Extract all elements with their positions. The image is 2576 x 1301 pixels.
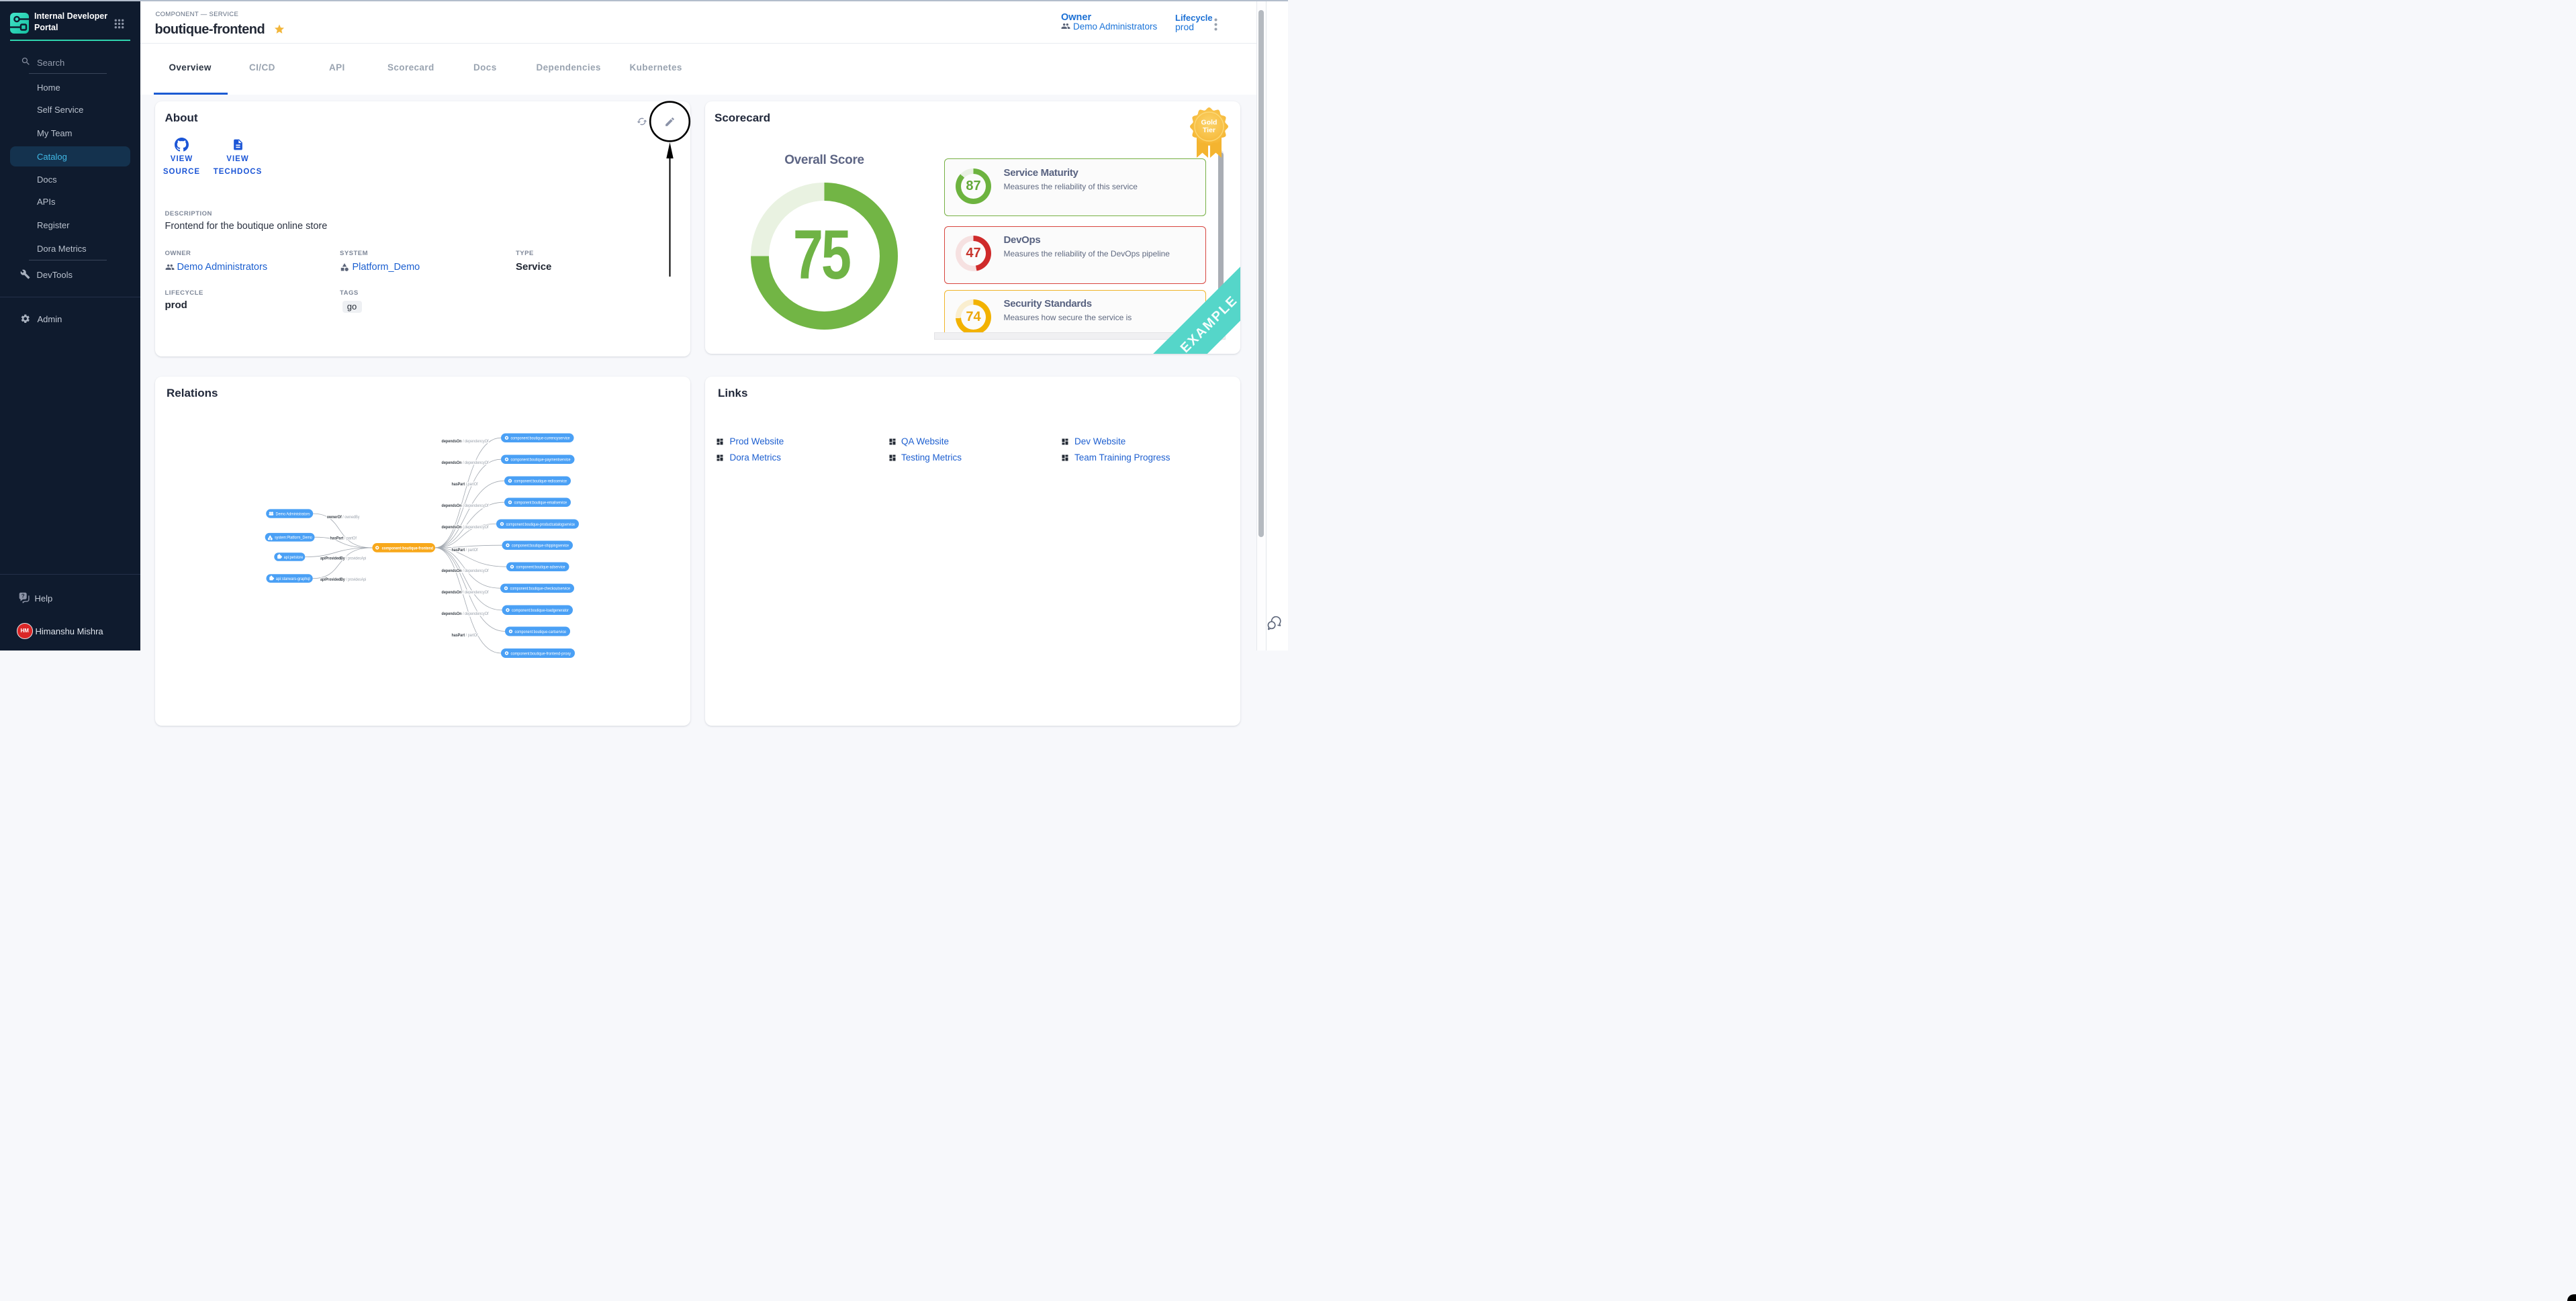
svg-text:component:boutique-adservice: component:boutique-adservice [516,565,565,570]
svg-text:component:boutique-loadgenerat: component:boutique-loadgenerator [512,608,569,613]
svg-text:dependsOn / dependencyOf: dependsOn / dependencyOf [441,525,488,530]
svg-text:api:starwars-graphql: api:starwars-graphql [275,577,310,581]
svg-text:api:petstore: api:petstore [283,555,303,560]
svg-text:component:boutique-checkoutser: component:boutique-checkoutservice [510,587,570,591]
svg-text:apiProvidedBy / providesApi: apiProvidedBy / providesApi [320,577,367,582]
svg-text:?: ? [21,593,25,599]
svg-text:component:boutique-frontend: component:boutique-frontend [381,546,432,550]
svg-text:component:boutique-currencyser: component:boutique-currencyservice [510,436,569,441]
svg-text:dependsOn / dependencyOf: dependsOn / dependencyOf [441,439,488,444]
svg-text:ownerOf / ownedBy: ownerOf / ownedBy [326,515,359,520]
svg-text:dependsOn / dependencyOf: dependsOn / dependencyOf [441,503,488,508]
svg-text:Demo Administrators: Demo Administrators [275,512,310,516]
svg-text:dependsOn / dependencyOf: dependsOn / dependencyOf [441,590,488,595]
svg-text:component:boutique-frontend-pr: component:boutique-frontend-proxy [510,651,571,656]
svg-text:component:boutique-paymentserv: component:boutique-paymentservice [510,458,570,463]
svg-text:hasPart / partOf: hasPart / partOf [330,536,356,541]
svg-text:component:boutique-emailservic: component:boutique-emailservice [514,501,567,505]
svg-text:dependsOn / dependencyOf: dependsOn / dependencyOf [441,612,488,616]
svg-text:component:boutique-redisservic: component:boutique-redisservice [514,479,567,484]
svg-text:component:boutique-shippingser: component:boutique-shippingservice [512,544,569,548]
svg-text:component:boutique-cartservice: component:boutique-cartservice [514,630,566,634]
svg-text:component:boutique-productcata: component:boutique-productcatalogservice [506,522,575,527]
svg-text:hasPart / partOf: hasPart / partOf [451,548,477,552]
svg-text:dependsOn / dependencyOf: dependsOn / dependencyOf [441,461,488,465]
svg-text:Gold: Gold [1201,119,1217,127]
svg-text:hasPart / partOf: hasPart / partOf [451,482,477,487]
svg-text:apiProvidedBy / providesApi: apiProvidedBy / providesApi [320,556,367,561]
svg-text:Tier: Tier [1203,126,1215,134]
svg-text:hasPart / partOf: hasPart / partOf [451,633,477,638]
svg-text:system:Platform_Demo: system:Platform_Demo [275,536,312,540]
svg-text:dependsOn / dependencyOf: dependsOn / dependencyOf [441,569,488,573]
